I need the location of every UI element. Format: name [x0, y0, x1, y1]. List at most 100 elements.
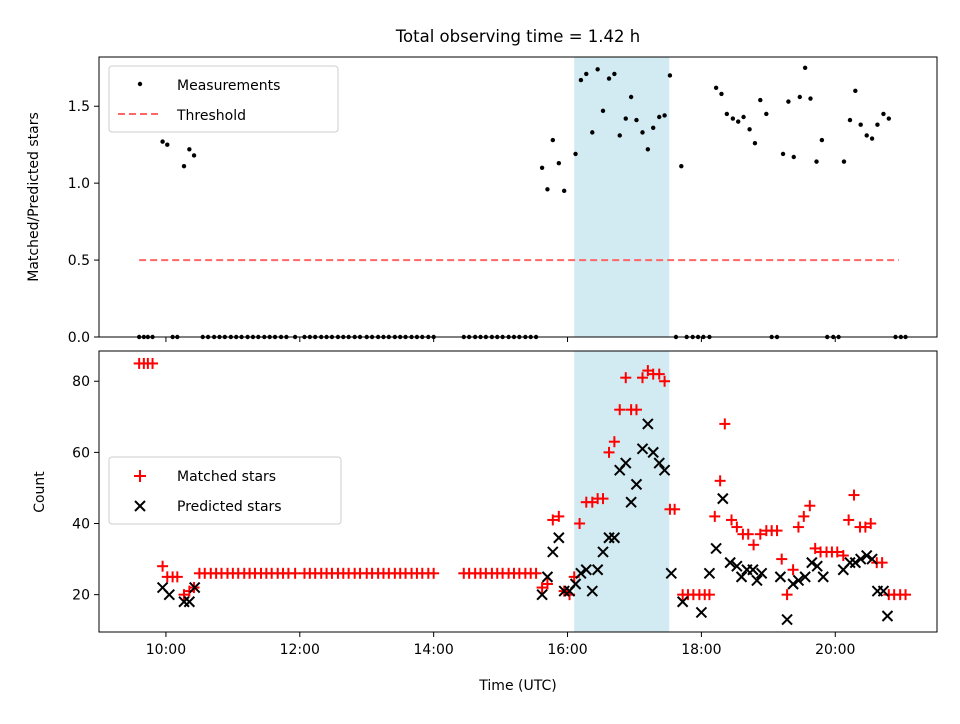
predicted-stars-point: [806, 556, 818, 569]
measurements-point: [814, 159, 819, 164]
predicted-stars-point: [787, 578, 799, 590]
measurements-point: [573, 151, 578, 157]
predicted-stars-point: [183, 596, 196, 608]
matched-stars-point: [653, 368, 665, 380]
matched-stars-point: [171, 571, 183, 583]
predicted-stars-point: [792, 574, 805, 587]
matched-stars-point: [848, 489, 860, 501]
count-legend: Matched stars Predicted stars: [108, 456, 342, 525]
measurements-point: [802, 65, 808, 70]
predicted-stars-stroke-b: [569, 578, 582, 590]
predicted-stars-stroke-b: [703, 567, 716, 580]
measurements-point: [808, 96, 813, 101]
predicted-stars-stroke-b: [787, 578, 799, 590]
predicted-stars-point: [163, 588, 175, 601]
measurements-point: [640, 130, 645, 135]
measurements-point: [881, 111, 886, 117]
predicted-stars-stroke-b: [625, 496, 637, 508]
matched-stars-point: [731, 521, 743, 533]
predicted-stars-stroke-b: [163, 588, 175, 601]
predicted-stars-point: [597, 546, 609, 558]
measurements-point: [584, 71, 589, 77]
predicted-stars-stroke-b: [710, 542, 722, 555]
matched-stars-point: [748, 539, 760, 551]
predicted-stars-stroke-b: [817, 571, 829, 583]
measurements-point: [561, 188, 567, 194]
predicted-stars-stroke-b: [717, 492, 729, 505]
measurements-point: [758, 97, 763, 103]
measurements-point: [160, 139, 165, 144]
measurements-point: [634, 117, 639, 123]
matched-stars-point: [900, 589, 912, 601]
predicted-stars-stroke-b: [580, 564, 592, 576]
matched-stars-point: [620, 372, 632, 384]
predicted-stars-stroke-b: [591, 564, 604, 576]
measurements-point: [752, 140, 758, 146]
predicted-stars-stroke-b: [665, 567, 677, 580]
legend-predicted-label: Predicted stars: [177, 499, 282, 515]
matched-stars-point: [865, 518, 877, 530]
measurements-point: [578, 77, 584, 83]
matched-stars-point: [776, 553, 788, 565]
measurements-point: [791, 154, 796, 160]
predicted-stars-stroke-b: [724, 556, 736, 569]
predicted-stars-point: [642, 418, 654, 430]
ratio-legend: Measurements Threshold: [108, 65, 339, 133]
y-tick-label: 1.0: [68, 176, 90, 192]
highlight-region-top: [574, 57, 670, 337]
predicted-stars-point: [854, 553, 867, 565]
ratio-panel: 0.0 0.5 1.0 1.5 Matched/Predicted stars Mea…: [26, 56, 938, 346]
ratio-legend-box: [108, 65, 339, 133]
y-tick-label: 0.0: [68, 330, 90, 346]
predicted-stars-stroke-b: [781, 613, 793, 626]
matched-stars-point: [798, 510, 810, 522]
predicted-stars-point: [735, 571, 748, 583]
measurements-point: [617, 133, 622, 138]
predicted-stars-stroke-b: [608, 532, 621, 544]
measurements-point: [875, 122, 880, 127]
predicted-stars-stroke-b: [586, 585, 599, 597]
predicted-stars-point: [817, 571, 829, 583]
predicted-stars-point: [625, 496, 637, 508]
predicted-stars-point: [575, 567, 587, 580]
predicted-stars-point: [877, 585, 890, 597]
predicted-stars-stroke-b: [866, 553, 878, 565]
matched-stars-point: [669, 503, 681, 515]
predicted-stars-stroke-b: [811, 560, 823, 572]
matched-stars-point: [547, 514, 559, 526]
matched-stars-point: [659, 375, 671, 387]
count-panel: 10:00 12:00 14:00 16:00 18:00 20:00 20 40 60 80 C…: [32, 350, 938, 694]
predicted-stars-point: [541, 571, 554, 583]
predicted-stars-point: [881, 610, 894, 622]
legend-measurements-label: Measurements: [177, 78, 280, 94]
predicted-stars-point: [747, 564, 759, 576]
predicted-stars-point: [755, 567, 768, 580]
matched-stars-point: [831, 546, 843, 558]
predicted-stars-stroke-b: [636, 443, 649, 455]
legend-measurements-marker: [137, 81, 143, 87]
measurements-point: [841, 159, 847, 164]
predicted-stars-point: [717, 492, 729, 505]
matched-stars-point: [703, 589, 715, 601]
predicted-stars-point: [636, 443, 649, 455]
predicted-stars-point: [653, 457, 665, 469]
predicted-stars-stroke-b: [189, 581, 201, 594]
y-tick-label: 1.5: [68, 99, 90, 115]
matched-stars-point: [574, 518, 586, 530]
matched-stars-point: [714, 475, 726, 487]
measurements-point: [747, 127, 752, 132]
predicted-stars-stroke-b: [597, 546, 609, 558]
legend-matched-label: Matched stars: [177, 469, 276, 485]
predicted-stars-point: [695, 606, 708, 619]
x-tick-label: 20:00: [815, 642, 855, 658]
x-tick-label: 10:00: [146, 642, 186, 658]
matched-stars-point: [719, 418, 731, 430]
predicted-stars-stroke-b: [156, 581, 169, 594]
measurements-point: [786, 99, 791, 104]
predicted-stars-point: [676, 596, 689, 608]
predicted-stars-stroke-b: [536, 588, 548, 601]
matched-stars-point: [754, 528, 766, 540]
predicted-stars-stroke-b: [881, 610, 894, 622]
measurements-point: [780, 151, 786, 157]
